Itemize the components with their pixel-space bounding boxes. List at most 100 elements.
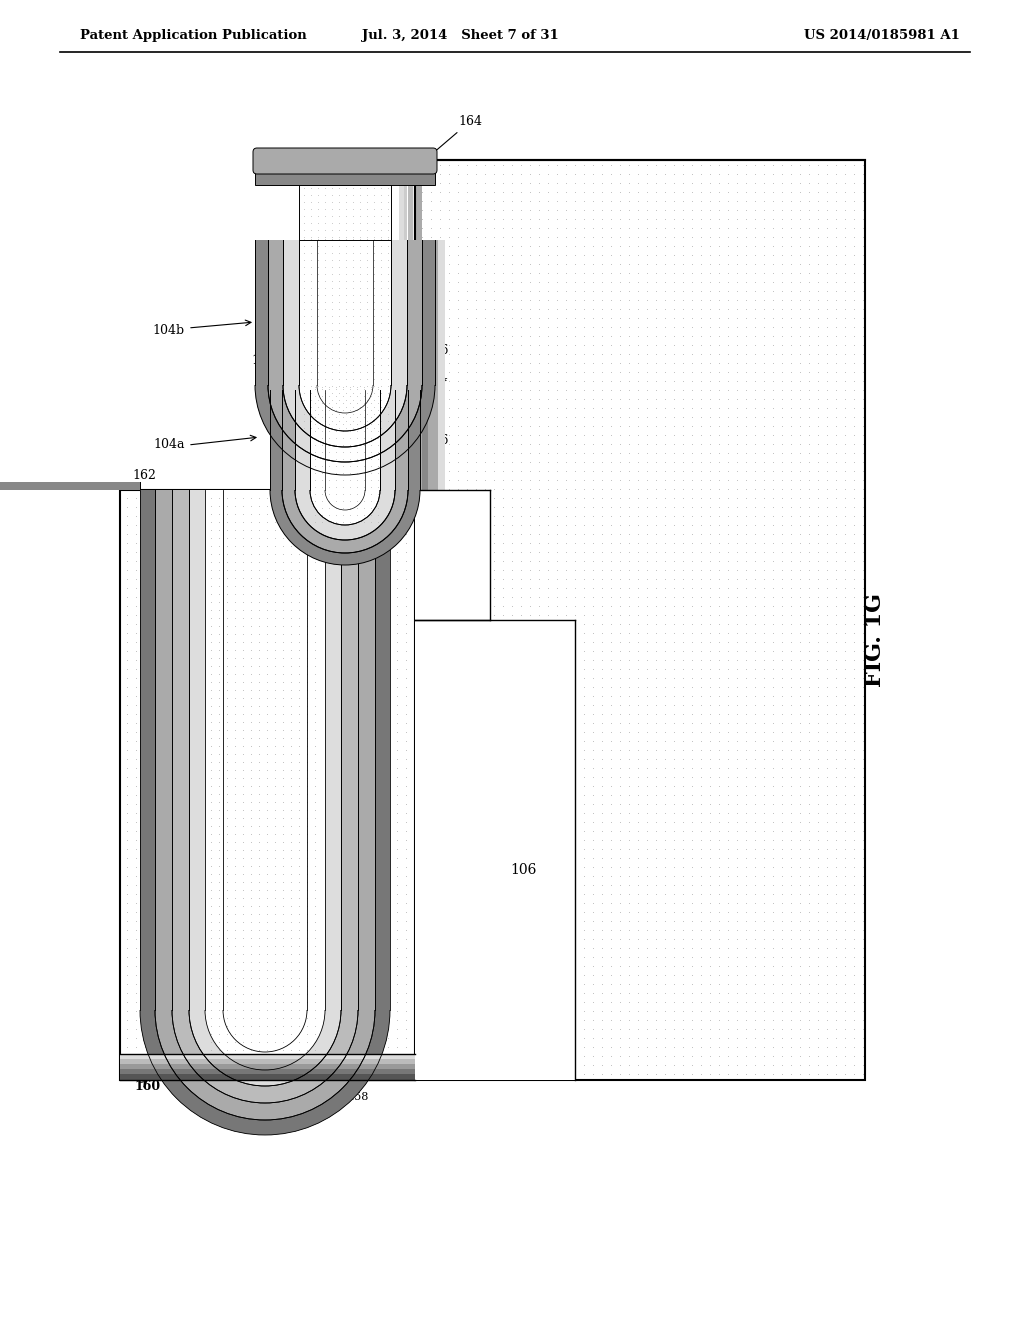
Point: [450, 487, 466, 508]
Point: [512, 154, 528, 176]
Point: [291, 792, 307, 813]
Point: [566, 424, 583, 445]
Point: [397, 874, 414, 895]
Point: [217, 550, 233, 572]
Point: [782, 253, 799, 275]
Point: [827, 631, 844, 652]
Point: [299, 552, 315, 573]
Point: [521, 1001, 538, 1022]
Point: [307, 954, 324, 975]
Point: [450, 523, 466, 544]
Point: [521, 829, 538, 850]
Point: [756, 379, 772, 400]
Point: [307, 623, 324, 644]
Point: [306, 399, 323, 420]
Point: [358, 277, 375, 298]
Point: [217, 982, 233, 1003]
Point: [485, 902, 502, 923]
Point: [602, 271, 618, 292]
Point: [647, 820, 664, 841]
Point: [243, 767, 259, 788]
Point: [321, 496, 337, 517]
Point: [548, 748, 564, 770]
Point: [621, 973, 637, 994]
Point: [208, 506, 224, 527]
Point: [557, 982, 573, 1003]
Point: [290, 541, 306, 562]
Point: [328, 385, 344, 407]
Point: [630, 1018, 646, 1039]
Point: [414, 226, 430, 247]
Point: [845, 513, 861, 535]
Point: [316, 341, 333, 362]
Point: [267, 743, 284, 764]
Point: [414, 541, 430, 562]
Point: [172, 1053, 188, 1074]
Point: [298, 991, 314, 1012]
Point: [756, 721, 772, 742]
Point: [155, 612, 171, 634]
Point: [267, 711, 284, 733]
Point: [773, 973, 790, 994]
Point: [566, 756, 583, 777]
Point: [343, 820, 359, 841]
Point: [343, 909, 359, 931]
Point: [746, 640, 763, 661]
Point: [245, 496, 261, 517]
Point: [719, 902, 735, 923]
Point: [854, 1027, 870, 1048]
Point: [352, 667, 369, 688]
Point: [313, 385, 330, 407]
Point: [666, 892, 682, 913]
Point: [675, 407, 691, 428]
Text: 164: 164: [428, 115, 482, 157]
Point: [792, 523, 808, 544]
Point: [773, 730, 790, 751]
Point: [267, 688, 284, 709]
Point: [683, 1008, 699, 1030]
Point: [281, 954, 297, 975]
Point: [203, 832, 219, 853]
Point: [792, 343, 808, 364]
Point: [764, 1018, 780, 1039]
Point: [540, 730, 556, 751]
Point: [361, 946, 378, 968]
Point: [566, 451, 583, 473]
Point: [638, 937, 654, 958]
Point: [711, 370, 727, 391]
Point: [495, 694, 511, 715]
Point: [719, 334, 735, 355]
Point: [307, 704, 324, 725]
Point: [854, 315, 870, 337]
Point: [253, 739, 269, 760]
Point: [226, 685, 243, 706]
Point: [782, 1063, 799, 1084]
Point: [557, 308, 573, 329]
Point: [548, 721, 564, 742]
Point: [512, 820, 528, 841]
Point: [422, 216, 438, 238]
Point: [226, 892, 243, 913]
Point: [746, 451, 763, 473]
Point: [692, 704, 709, 725]
Point: [611, 649, 628, 671]
Point: [809, 343, 825, 364]
Point: [782, 414, 799, 436]
Point: [307, 595, 324, 616]
Point: [756, 558, 772, 579]
Point: [298, 909, 314, 931]
Point: [593, 388, 609, 409]
Point: [172, 506, 188, 527]
Point: [262, 1036, 279, 1057]
Point: [243, 1048, 259, 1069]
Point: [602, 433, 618, 454]
Point: [119, 605, 135, 626]
Point: [476, 973, 493, 994]
Point: [155, 523, 171, 544]
Point: [450, 667, 466, 688]
Point: [719, 622, 735, 643]
Point: [181, 928, 198, 949]
Point: [274, 664, 291, 685]
Point: [854, 694, 870, 715]
Point: [737, 919, 754, 940]
